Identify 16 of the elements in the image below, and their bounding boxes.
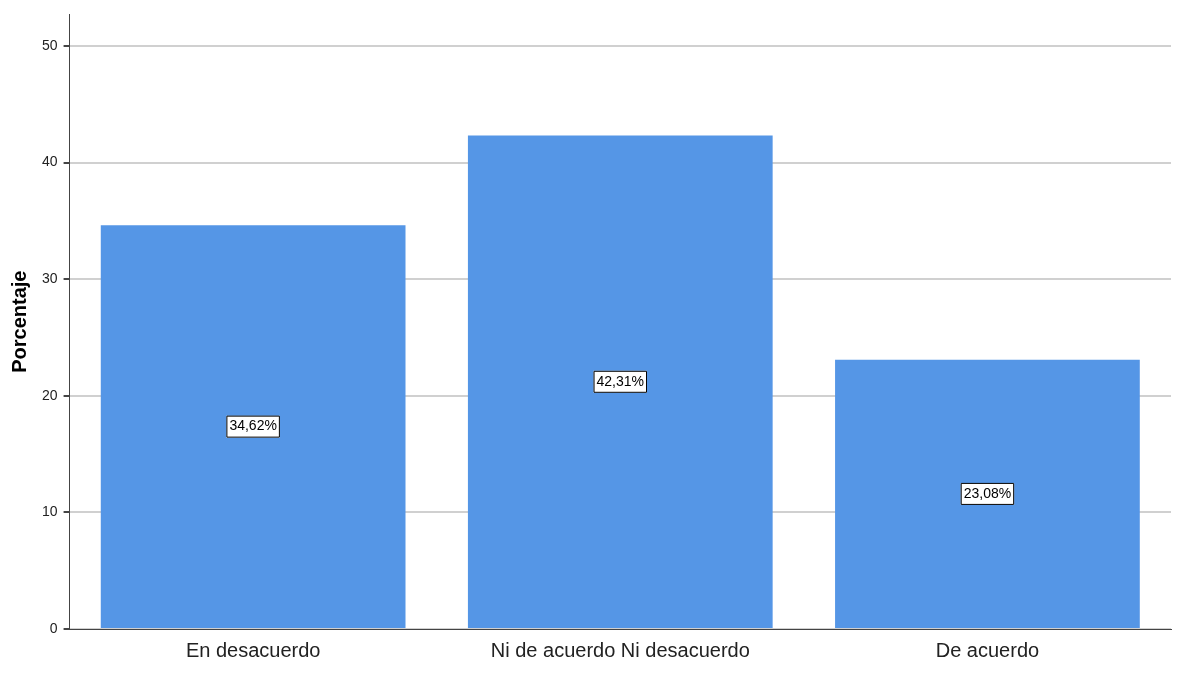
- y-tick-label: 40: [41, 153, 58, 170]
- x-tick-label: En desacuerdo: [185, 638, 321, 661]
- data-label: 23,08%: [963, 484, 1012, 501]
- y-axis-title: Porcentaje: [7, 270, 30, 373]
- data-label: 34,62%: [229, 417, 277, 434]
- bar: [835, 359, 1140, 628]
- bar: [100, 225, 406, 628]
- data-label: 42,31%: [596, 372, 645, 389]
- x-tick-label: Ni de acuerdo Ni desacuerdo: [490, 638, 750, 661]
- x-tick-label: De acuerdo: [935, 638, 1040, 661]
- bar: [467, 135, 773, 628]
- y-tick-label: 10: [41, 503, 58, 520]
- y-tick-label: 50: [41, 36, 58, 53]
- y-tick-label: 30: [41, 269, 58, 286]
- y-tick-label: 0: [49, 619, 58, 636]
- y-tick-label: 20: [41, 386, 58, 403]
